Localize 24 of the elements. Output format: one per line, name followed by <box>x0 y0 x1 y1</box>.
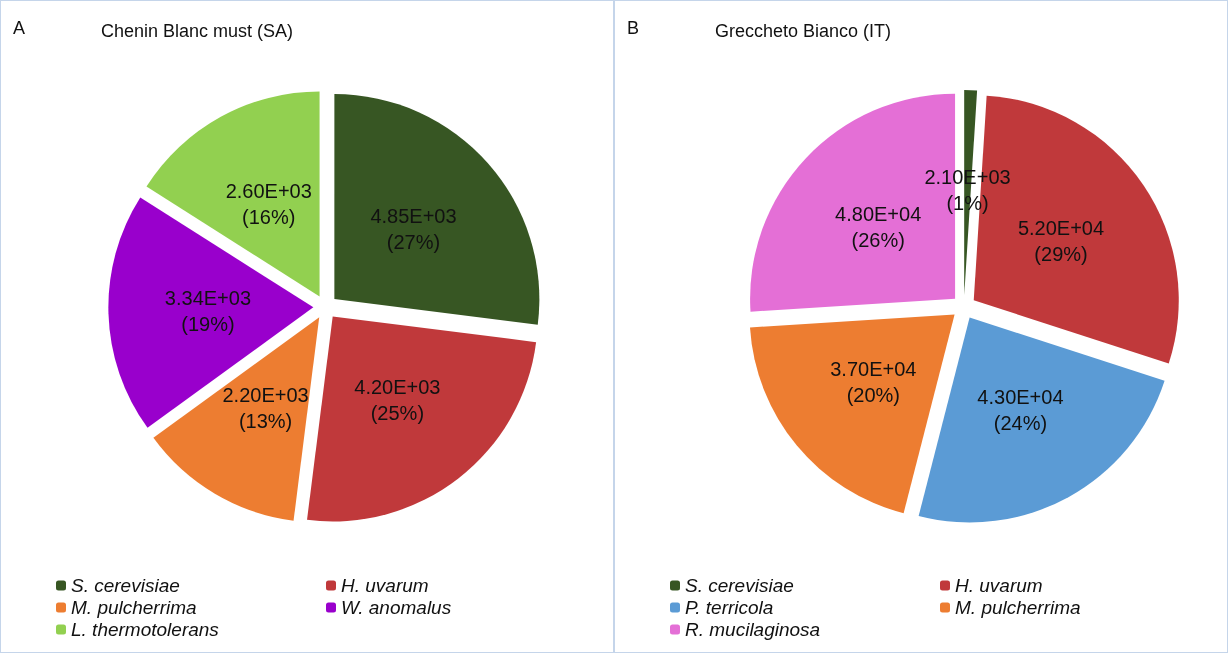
data-label: 2.10E+03 (1%) <box>924 165 1011 214</box>
legend-label: R. mucilaginosa <box>685 619 821 640</box>
chart-title: Greccheto Bianco (IT) <box>715 21 892 41</box>
chart-title: Chenin Blanc must (SA) <box>101 21 294 41</box>
legend-label: M. pulcherrima <box>955 597 1081 618</box>
legend-label: H. uvarum <box>341 575 429 596</box>
data-label: 3.34E+03 (19%) <box>164 286 252 335</box>
data-label: 4.20E+03 (25%) <box>354 375 441 424</box>
data-label: 4.30E+04 (24%) <box>977 385 1064 434</box>
legend-label: H. uvarum <box>955 575 1043 596</box>
data-label: 4.85E+03 (27%) <box>370 205 457 254</box>
text: A <box>13 18 26 38</box>
data-label: 3.70E+04 (20%) <box>830 357 917 406</box>
data-label: 4.80E+04 (26%) <box>835 202 922 251</box>
legend-label: P. terricola <box>685 597 774 618</box>
data-label: 2.60E+03 (16%) <box>225 180 312 228</box>
legend-label: S. cerevisiae <box>685 575 794 596</box>
legend-label: W. anomalus <box>341 597 452 618</box>
data-label: 2.20E+03 (13%) <box>222 384 309 433</box>
legend-label: S. cerevisiae <box>71 575 180 596</box>
text: B <box>627 18 640 38</box>
legend-label: M. pulcherrima <box>71 597 197 618</box>
legend-label: L. thermotolerans <box>71 619 220 640</box>
data-label: 5.20E+04 (29%) <box>1017 216 1105 265</box>
